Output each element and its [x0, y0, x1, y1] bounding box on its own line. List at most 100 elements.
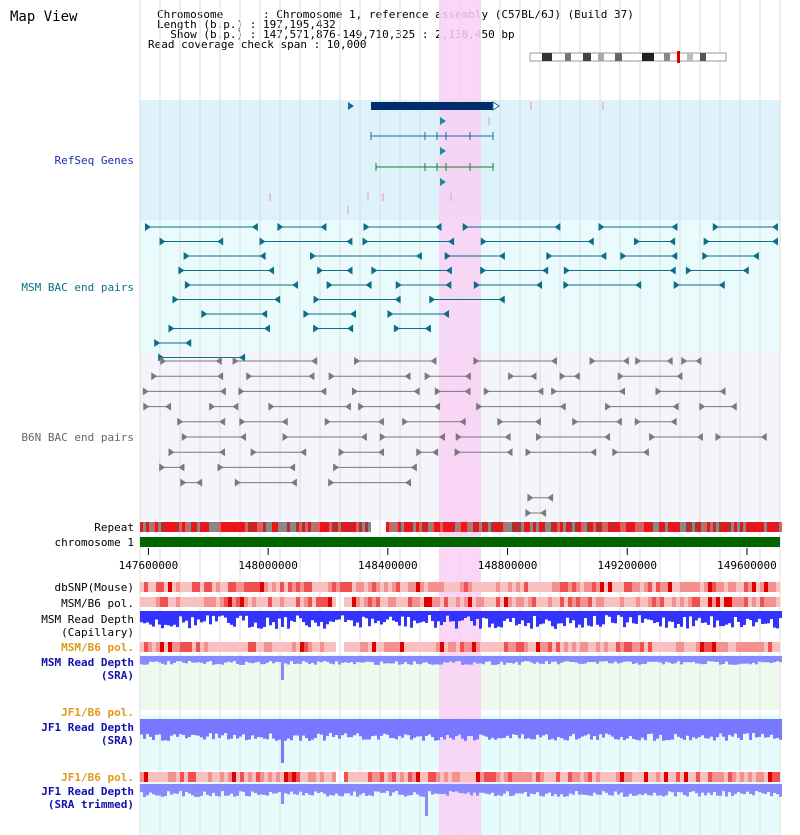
msm-bac-pair[interactable] [387, 310, 450, 318]
gene-marker[interactable] [440, 178, 446, 186]
b6n-bac-pair[interactable] [525, 509, 547, 517]
b6n-bac-pair[interactable] [333, 463, 417, 472]
b6n-bac-pair[interactable] [473, 357, 557, 365]
msm-bac-pair[interactable] [371, 266, 452, 275]
msm-bac-pair[interactable] [362, 237, 455, 246]
b6n-bac-pair[interactable] [402, 417, 466, 426]
msm-bac-pair[interactable] [546, 252, 607, 260]
msm-bac-pair[interactable] [598, 223, 678, 231]
msm-bac-pair[interactable] [462, 223, 561, 231]
msm-bac-pair[interactable] [178, 266, 275, 275]
msm-bac-pair[interactable] [444, 252, 505, 260]
gene-transcript[interactable] [370, 132, 494, 140]
msm-bac-pair[interactable] [620, 252, 678, 260]
msm-bac-pair[interactable] [277, 223, 327, 231]
msm-bac-pair[interactable] [363, 223, 442, 231]
b6n-bac-pair[interactable] [246, 372, 315, 381]
b6n-bac-pair[interactable] [649, 433, 703, 441]
gene-transcript[interactable] [375, 163, 494, 171]
b6n-bac-pair[interactable] [559, 372, 580, 381]
b6n-bac-pair[interactable] [177, 417, 226, 426]
msm-bac-pair[interactable] [326, 281, 372, 289]
gene-marker[interactable] [440, 117, 446, 125]
b6n-bac-pair[interactable] [217, 463, 296, 472]
msm-bac-pair[interactable] [313, 324, 354, 333]
b6n-bac-pair[interactable] [282, 433, 367, 441]
selection-highlight[interactable] [439, 0, 481, 835]
refseq-track-label[interactable]: RefSeq Genes [54, 154, 134, 167]
gene-arrow[interactable] [348, 102, 354, 110]
msm-bac-pair[interactable] [685, 266, 749, 275]
b6n-bac-pair[interactable] [681, 357, 702, 365]
b6n-bac-pair[interactable] [572, 417, 622, 426]
msm-bac-pair[interactable] [168, 324, 271, 333]
gene-block[interactable] [371, 102, 493, 110]
b6n-bac-pair[interactable] [159, 463, 185, 472]
msm-bac-pair[interactable] [473, 281, 543, 289]
b6n-bac-pair[interactable] [416, 448, 439, 457]
msm-bac-pair[interactable] [158, 353, 246, 362]
b6n-bac-pair[interactable] [151, 372, 224, 381]
msm-bac-track-label[interactable]: MSM BAC end pairs [21, 281, 134, 294]
b6n-bac-pair[interactable] [551, 387, 626, 396]
b6n-bac-pair[interactable] [483, 387, 544, 396]
b6n-bac-pair[interactable] [239, 417, 288, 426]
b6n-bac-pair[interactable] [354, 357, 437, 365]
b6n-bac-pair[interactable] [168, 448, 226, 457]
b6n-bac-pair[interactable] [455, 433, 511, 441]
msm-bac-pair[interactable] [303, 310, 357, 318]
b6n-bac-pair[interactable] [476, 402, 566, 411]
b6n-bac-pair[interactable] [715, 433, 767, 441]
msm-bac-pair[interactable] [712, 223, 778, 231]
b6n-bac-pair[interactable] [497, 417, 541, 426]
msm-bac-pair[interactable] [183, 252, 266, 260]
msm-bac-pair[interactable] [702, 252, 759, 260]
msm-bac-pair[interactable] [201, 310, 268, 318]
msm-bac-pair[interactable] [310, 252, 422, 260]
b6n-bac-pair[interactable] [160, 357, 222, 365]
msm-bac-pair[interactable] [393, 324, 431, 333]
b6n-bac-pair[interactable] [605, 402, 679, 411]
b6n-bac-pair[interactable] [181, 433, 247, 441]
b6n-bac-pair[interactable] [536, 433, 611, 441]
b6n-bac-pair[interactable] [434, 387, 471, 396]
b6n-bac-pair[interactable] [328, 372, 411, 381]
b6n-bac-pair[interactable] [324, 417, 384, 426]
b6n-bac-pair[interactable] [234, 478, 297, 487]
b6n-bac-pair[interactable] [268, 402, 351, 411]
b6n-bac-pair[interactable] [358, 402, 441, 411]
b6n-bac-track[interactable] [142, 357, 767, 533]
b6n-bac-pair[interactable] [612, 448, 649, 457]
b6n-bac-track-label[interactable]: B6N BAC end pairs [21, 431, 134, 444]
b6n-bac-pair[interactable] [424, 372, 471, 381]
refseq-genes-track[interactable] [269, 101, 604, 214]
msm-bac-track[interactable] [145, 223, 778, 362]
b6n-bac-pair[interactable] [634, 417, 677, 426]
b6n-bac-pair[interactable] [454, 448, 513, 457]
msm-bac-pair[interactable] [145, 223, 258, 231]
msm-bac-pair[interactable] [259, 237, 353, 246]
msm-bac-pair[interactable] [159, 237, 224, 246]
msm-bac-pair[interactable] [313, 295, 401, 304]
msm-bac-pair[interactable] [634, 237, 676, 246]
b6n-bac-pair[interactable] [209, 402, 239, 411]
b6n-bac-pair[interactable] [338, 448, 385, 457]
msm-bac-pair[interactable] [563, 281, 642, 289]
b6n-bac-pair[interactable] [232, 357, 318, 365]
b6n-bac-pair[interactable] [508, 372, 537, 381]
b6n-bac-pair[interactable] [142, 387, 226, 396]
b6n-bac-pair[interactable] [143, 402, 172, 411]
msm-bac-pair[interactable] [480, 237, 594, 246]
b6n-bac-pair[interactable] [379, 433, 445, 441]
msm-bac-pair[interactable] [673, 281, 725, 289]
b6n-bac-pair[interactable] [589, 357, 629, 365]
msm-bac-pair[interactable] [395, 281, 452, 289]
b6n-bac-pair[interactable] [238, 387, 327, 396]
gene-arrow[interactable] [492, 101, 500, 111]
b6n-bac-pair[interactable] [699, 402, 737, 411]
msm-bac-pair[interactable] [429, 295, 505, 304]
msm-bac-pair[interactable] [563, 266, 676, 275]
msm-bac-pair[interactable] [184, 281, 299, 289]
msm-bac-pair[interactable] [480, 266, 549, 275]
